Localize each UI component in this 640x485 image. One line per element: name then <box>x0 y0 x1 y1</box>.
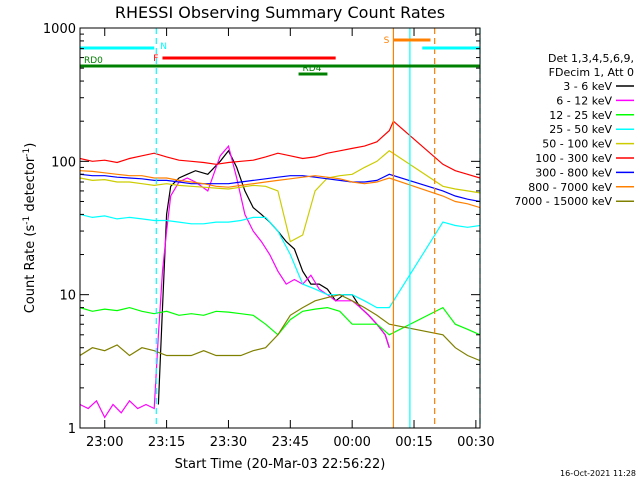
flag-bars: NF RD0 RD4 S <box>80 36 480 76</box>
y-tick-label-3: 100 <box>51 155 76 170</box>
x-tick-label-4: 23:45 <box>272 435 309 450</box>
series-line-6 <box>80 120 480 179</box>
series-line-9 <box>80 294 480 362</box>
y-label-part: Count Rate (s <box>23 225 38 314</box>
x-tick-label-7: 00:30 <box>457 435 494 450</box>
x-tick-label-3: 23:30 <box>210 435 247 450</box>
series-line-4 <box>80 213 480 309</box>
y-label-part: detector <box>23 156 38 216</box>
legend-label-1: 3 - 6 keV <box>563 80 612 93</box>
y-label-part: ) <box>23 143 38 148</box>
series-layer <box>80 120 480 419</box>
legend-label-7: 300 - 800 keV <box>535 166 612 179</box>
series-line-5 <box>80 150 480 243</box>
series-line-7 <box>80 173 480 203</box>
chart-title: RHESSI Observing Summary Count Rates <box>115 3 445 22</box>
legend-label-3: 12 - 25 keV <box>549 109 612 122</box>
y-axis-label: Count Rate (s-1 detector-1) <box>22 143 38 314</box>
legend-label-9: 7000 - 15000 keV <box>514 195 612 208</box>
legend-header-1: Det 1,3,4,5,6,9, <box>548 52 634 65</box>
plot-frame <box>79 27 481 429</box>
y-tick-label-4: 1000 <box>43 22 76 37</box>
y-tick-label-1: 1 <box>68 422 76 437</box>
legend-label-8: 800 - 7000 keV <box>528 181 612 194</box>
flag-label-5: RD4 <box>303 64 322 74</box>
axis-ticks: 23:00 23:15 23:30 23:45 00:00 00:15 00:30 1 10 10… <box>43 22 495 450</box>
legend-header-2: FDecim 1, Att 0 <box>549 66 634 79</box>
legend-label-5: 50 - 100 keV <box>542 138 612 151</box>
flag-label-6: S <box>384 36 390 46</box>
legend-label-6: 100 - 300 keV <box>535 152 612 165</box>
legend-label-2: 6 - 12 keV <box>556 94 612 107</box>
y-label-sup: -1 <box>22 148 32 157</box>
x-axis-label: Start Time (20-Mar-03 22:56:22) <box>175 457 386 472</box>
x-tick-label-6: 00:15 <box>395 435 432 450</box>
x-tick-label-5: 00:00 <box>333 435 370 450</box>
flag-label-1: N <box>160 42 167 52</box>
y-label-sup: -1 <box>22 216 32 225</box>
series-line-3 <box>80 306 480 336</box>
legend-label-4: 25 - 50 keV <box>549 123 612 136</box>
legend: Det 1,3,4,5,6,9,FDecim 1, Att 03 - 6 keV… <box>514 52 634 208</box>
series-line-8 <box>80 170 480 209</box>
flag-label-3: F <box>153 54 158 64</box>
x-tick-label-2: 23:15 <box>148 435 185 450</box>
timestamp: 16-Oct-2021 11:28 <box>560 469 636 478</box>
flag-label-4: RD0 <box>84 56 103 66</box>
x-tick-label-1: 23:00 <box>86 435 123 450</box>
y-tick-label-2: 10 <box>59 289 76 304</box>
